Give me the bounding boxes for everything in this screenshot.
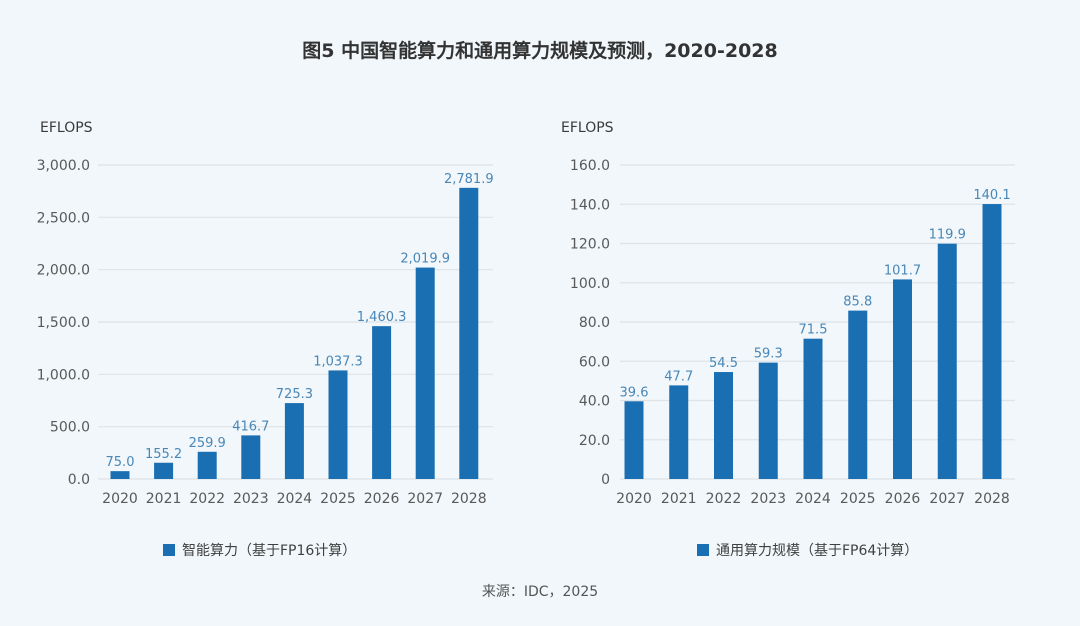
bar-2020 (624, 401, 644, 479)
data-label: 725.3 (276, 387, 313, 402)
x-tick-label: 2023 (750, 491, 786, 507)
data-label: 71.5 (799, 323, 828, 338)
x-tick-label: 2027 (407, 491, 443, 507)
x-tick-label: 2020 (616, 491, 652, 507)
bar-2028 (459, 187, 479, 479)
bar-2028 (982, 204, 1002, 479)
x-tick-label: 2024 (795, 491, 831, 507)
bar-2025 (328, 370, 348, 479)
y-tick-label: 20.0 (579, 433, 610, 449)
data-label: 59.3 (754, 347, 783, 362)
y-tick-label: 40.0 (579, 394, 610, 410)
bar-2020 (110, 471, 130, 479)
data-label: 2,781.9 (444, 172, 494, 187)
bar-2021 (669, 385, 689, 479)
bar-2023 (758, 362, 778, 479)
bar-2026 (372, 326, 392, 479)
x-tick-label: 2020 (102, 491, 138, 507)
data-label: 416.7 (232, 419, 269, 434)
y-tick-label: 3,000.0 (37, 158, 90, 174)
data-label: 119.9 (929, 228, 966, 243)
y-tick-label: 2,000.0 (37, 263, 90, 279)
bar-2024 (284, 403, 304, 479)
y-tick-label: 500.0 (50, 420, 90, 436)
chart-title: 图5 中国智能算力和通用算力规模及预测，2020-2028 (302, 40, 778, 62)
x-tick-label: 2026 (364, 491, 400, 507)
data-label: 140.1 (973, 188, 1010, 203)
data-label: 85.8 (843, 295, 872, 310)
x-tick-label: 2025 (840, 491, 876, 507)
y-tick-label: 1,000.0 (37, 367, 90, 383)
data-label: 1,037.3 (313, 354, 363, 369)
x-tick-label: 2024 (277, 491, 313, 507)
legend-swatch-icon (163, 544, 175, 556)
y-axis-unit: EFLOPS (40, 120, 93, 136)
x-tick-label: 2023 (233, 491, 269, 507)
y-tick-label: 60.0 (579, 354, 610, 370)
y-tick-label: 2,500.0 (37, 210, 90, 226)
x-tick-label: 2022 (189, 491, 225, 507)
y-tick-label: 1,500.0 (37, 315, 90, 331)
x-tick-label: 2025 (320, 491, 356, 507)
y-tick-label: 80.0 (579, 315, 610, 331)
bar-2021 (154, 462, 174, 479)
bar-2027 (937, 243, 957, 479)
x-tick-label: 2021 (661, 491, 697, 507)
data-label: 259.9 (189, 436, 226, 451)
bar-2025 (848, 310, 868, 479)
bar-2024 (803, 338, 823, 479)
source-note: 来源：IDC，2025 (481, 584, 599, 600)
y-tick-label: 160.0 (570, 158, 610, 174)
data-label: 1,460.3 (357, 310, 407, 325)
x-tick-label: 2027 (929, 491, 965, 507)
y-tick-label: 0.0 (68, 472, 90, 488)
legend-label: 智能算力（基于FP16计算） (182, 543, 357, 559)
bar-2022 (714, 372, 733, 479)
x-tick-label: 2028 (451, 491, 487, 507)
legend-label: 通用算力规模（基于FP64计算） (716, 543, 919, 559)
y-tick-label: 0 (601, 472, 610, 488)
y-tick-label: 100.0 (570, 276, 610, 292)
x-tick-label: 2021 (146, 491, 182, 507)
data-label: 75.0 (106, 455, 135, 470)
bar-2023 (241, 435, 261, 479)
legend-left: 智能算力（基于FP16计算） (163, 540, 356, 560)
data-label: 2,019.9 (400, 252, 450, 267)
y-tick-label: 120.0 (570, 237, 610, 253)
bar-2026 (893, 279, 912, 479)
y-tick-label: 140.0 (570, 197, 610, 213)
chart-right-general-computing: EFLOPS 0 20.0 40.0 60.0 80.0 100.0 120.0 140.0 16… (561, 120, 1015, 507)
x-tick-label: 2028 (974, 491, 1010, 507)
legend-swatch-icon (697, 544, 709, 556)
y-axis-unit: EFLOPS (561, 120, 614, 136)
chart-left-intelligent-computing: EFLOPS 0.0 500.0 1,000.0 1,500.0 2,000.0 2,500… (37, 120, 494, 507)
x-tick-label: 2022 (706, 491, 742, 507)
data-label: 39.6 (620, 385, 649, 400)
data-label: 101.7 (884, 263, 921, 278)
data-label: 54.5 (709, 356, 738, 371)
legend-right: 通用算力规模（基于FP64计算） (697, 540, 918, 560)
data-label: 47.7 (664, 369, 693, 384)
bar-2022 (197, 451, 217, 479)
x-tick-label: 2026 (885, 491, 921, 507)
bar-2027 (415, 267, 435, 479)
data-label: 155.2 (145, 447, 182, 462)
